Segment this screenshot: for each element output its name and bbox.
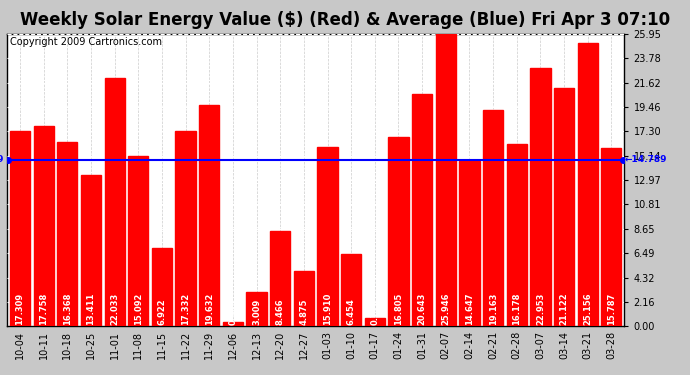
- Text: 0.369: 0.369: [228, 298, 237, 324]
- Bar: [223, 322, 243, 326]
- Text: 8.466: 8.466: [276, 298, 285, 324]
- Bar: [483, 110, 503, 326]
- Text: 15.910: 15.910: [323, 292, 332, 324]
- Bar: [365, 318, 385, 326]
- Bar: [10, 131, 30, 326]
- Text: 16.805: 16.805: [394, 292, 403, 324]
- Bar: [578, 43, 598, 326]
- Text: 0.772: 0.772: [371, 298, 380, 324]
- Bar: [341, 254, 362, 326]
- Text: ←14.789: ←14.789: [625, 155, 667, 164]
- Text: 13.411: 13.411: [86, 292, 95, 324]
- Text: 4.875: 4.875: [299, 298, 308, 324]
- Text: 19.632: 19.632: [205, 292, 214, 324]
- Text: 16.368: 16.368: [63, 292, 72, 324]
- Bar: [531, 68, 551, 326]
- Bar: [175, 131, 195, 326]
- Text: 14.647: 14.647: [465, 292, 474, 324]
- Text: 22.953: 22.953: [536, 292, 545, 324]
- Bar: [34, 126, 54, 326]
- Text: 6.922: 6.922: [157, 298, 166, 324]
- Bar: [460, 161, 480, 326]
- Text: 15.787: 15.787: [607, 292, 616, 324]
- Bar: [199, 105, 219, 326]
- Bar: [104, 78, 125, 326]
- Bar: [436, 34, 456, 326]
- Text: 15.092: 15.092: [134, 292, 143, 324]
- Text: 6.454: 6.454: [346, 298, 355, 324]
- Text: 17.758: 17.758: [39, 292, 48, 324]
- Text: 17.309: 17.309: [15, 292, 24, 324]
- Text: 21.122: 21.122: [560, 292, 569, 324]
- Text: 3.009: 3.009: [252, 298, 261, 324]
- Text: 16.178: 16.178: [512, 292, 521, 324]
- Text: ←14.789: ←14.789: [0, 155, 4, 164]
- Bar: [270, 231, 290, 326]
- Bar: [317, 147, 337, 326]
- Bar: [602, 148, 622, 326]
- Bar: [412, 94, 432, 326]
- Bar: [152, 248, 172, 326]
- Bar: [506, 144, 527, 326]
- Text: 17.332: 17.332: [181, 292, 190, 324]
- Text: 25.156: 25.156: [583, 292, 592, 324]
- Bar: [246, 292, 266, 326]
- Text: 22.033: 22.033: [110, 292, 119, 324]
- Bar: [388, 137, 408, 326]
- Text: 19.163: 19.163: [489, 292, 497, 324]
- Text: Copyright 2009 Cartronics.com: Copyright 2009 Cartronics.com: [10, 37, 162, 46]
- Bar: [294, 271, 314, 326]
- Text: 25.946: 25.946: [442, 292, 451, 324]
- Bar: [128, 156, 148, 326]
- Text: Weekly Solar Energy Value ($) (Red) & Average (Blue) Fri Apr 3 07:10: Weekly Solar Energy Value ($) (Red) & Av…: [20, 11, 670, 29]
- Text: 20.643: 20.643: [417, 292, 426, 324]
- Bar: [81, 175, 101, 326]
- Bar: [57, 142, 77, 326]
- Bar: [554, 88, 574, 326]
